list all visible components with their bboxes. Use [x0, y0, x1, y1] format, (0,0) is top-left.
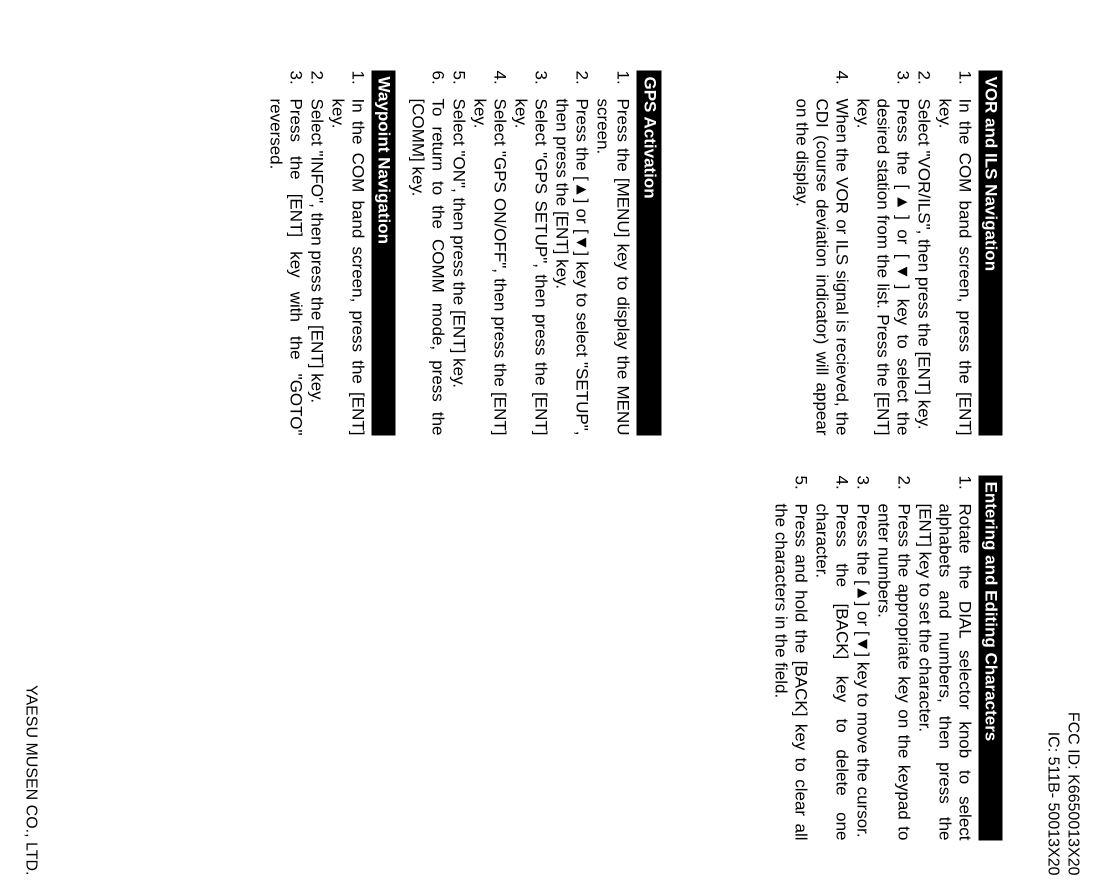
list-item: Press the [BACK] key to delete one chara… — [811, 475, 851, 840]
list-item: In the COM band screen, press the [ENT] … — [934, 70, 974, 435]
columns: VOR and ILS Navigation In the COM band s… — [253, 70, 1010, 840]
list-item: Rotate the DIAL selector knob to select … — [914, 475, 974, 840]
steps-entering: Rotate the DIAL selector knob to select … — [769, 475, 973, 840]
list-item: Press the [▲] or [▼] key to select "SETU… — [551, 70, 591, 435]
rotated-sheet: FCC ID: K6650013X20 IC: 511B- 50013X20 V… — [0, 0, 1100, 895]
page-content: FCC ID: K6650013X20 IC: 511B- 50013X20 V… — [0, 0, 1100, 895]
list-item: Select "GPS ON/OFF", then press the [ENT… — [469, 70, 509, 435]
ic-line: IC: 511B- 50013X20 — [1042, 711, 1062, 875]
page-outer: FCC ID: K6650013X20 IC: 511B- 50013X20 V… — [0, 0, 1100, 895]
list-item: Press the [ENT] key with the "GOTO" reve… — [265, 70, 305, 435]
list-item: Select "INFO", then press the [ENT] key. — [306, 70, 326, 435]
fcc-id-line: FCC ID: K6650013X20 — [1062, 711, 1082, 875]
list-item: Press and hold the [BACK] key to clear a… — [769, 475, 809, 840]
list-item: Press the [▲] or [▼] key to select the d… — [852, 70, 912, 435]
steps-waypoint: In the COM band screen, press the [ENT] … — [265, 70, 367, 435]
section-title-entering: Entering and Editing Characters — [978, 475, 1002, 840]
list-item: Select "VOR/ILS", then press the [ENT] k… — [913, 70, 933, 435]
steps-gps: Press the [MENU] key to display the MENU… — [407, 70, 633, 435]
list-item: Select "ON", then press the [ENT] key. — [448, 70, 468, 435]
list-item: Press the appropriate key on the keypad … — [873, 475, 913, 840]
spacer — [669, 70, 779, 435]
section-title-waypoint: Waypoint Navigation — [371, 70, 395, 435]
right-column: Entering and Editing Characters Rotate t… — [253, 475, 1010, 840]
section-title-gps: GPS Activation — [636, 70, 660, 435]
list-item: Select "GPS SETUP", then press the [ENT]… — [510, 70, 550, 435]
header-block: FCC ID: K6650013X20 IC: 511B- 50013X20 — [1042, 711, 1082, 875]
footer-text: YAESU MUSEN CO., LTD. — [20, 684, 39, 875]
list-item: Press the [MENU] key to display the MENU… — [592, 70, 632, 435]
list-item: When the VOR or ILS signal is recieved, … — [791, 70, 851, 435]
list-item: To return to the COMM mode, press the [C… — [407, 70, 447, 435]
section-title-vor: VOR and ILS Navigation — [978, 70, 1002, 435]
steps-vor: In the COM band screen, press the [ENT] … — [791, 70, 974, 435]
list-item: Press the [▲] or [▼] key to move the cur… — [852, 475, 872, 840]
list-item: In the COM band screen, press the [ENT] … — [327, 70, 367, 435]
left-column: VOR and ILS Navigation In the COM band s… — [253, 70, 1010, 435]
